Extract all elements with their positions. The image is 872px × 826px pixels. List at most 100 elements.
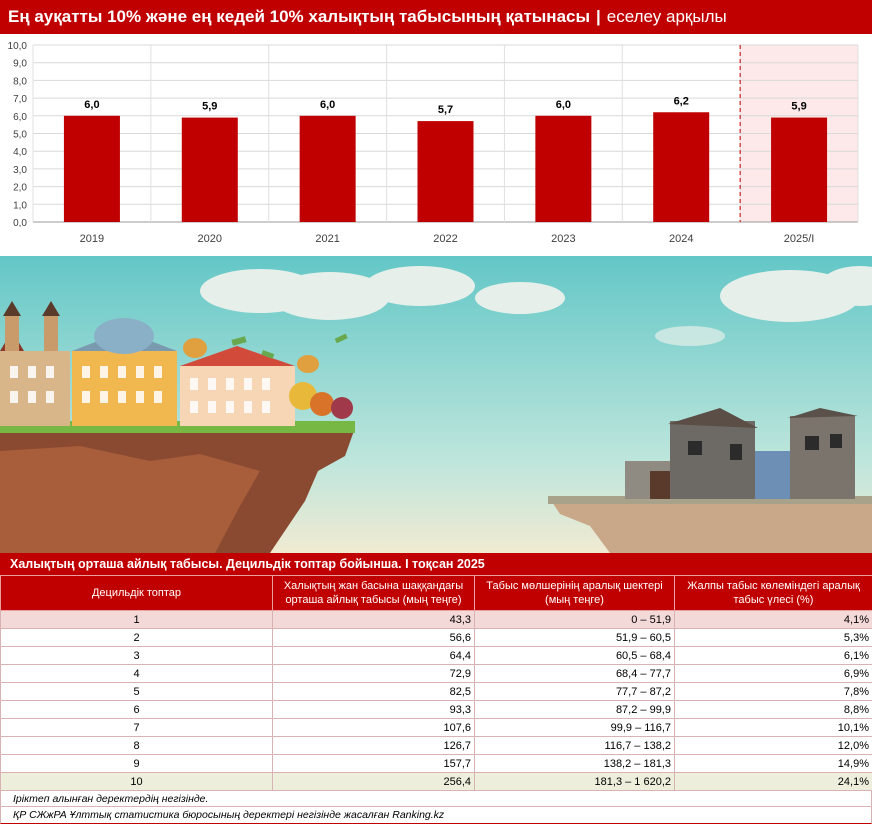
average-income-cell: 93,3: [272, 700, 475, 719]
bar-value-label: 6,0: [84, 99, 99, 111]
y-tick-label: 8,0: [13, 76, 27, 87]
table-row: 7 107,6 99,9 – 116,7 10,1%: [0, 718, 872, 737]
bar-value-label: 5,9: [791, 101, 806, 113]
x-tick-label: 2020: [198, 233, 222, 245]
decile-cell: 10: [0, 772, 273, 791]
bar-value-label: 6,0: [320, 99, 335, 111]
table-row: 4 72,9 68,4 – 77,7 6,9%: [0, 664, 872, 683]
decile-cell: 8: [0, 736, 273, 755]
average-income-cell: 126,7: [272, 736, 475, 755]
income-range-cell: 116,7 – 138,2: [474, 736, 675, 755]
y-tick-label: 6,0: [13, 112, 27, 123]
average-income-cell: 56,6: [272, 628, 475, 647]
x-tick-label: 2023: [551, 233, 575, 245]
bar: [653, 112, 710, 222]
decile-income-table: Децильдік топтар Халықтың жан басына шақ…: [0, 575, 872, 791]
bar-value-label: 6,2: [674, 95, 689, 107]
y-tick-label: 0,0: [13, 218, 27, 229]
table-row: 1 43,3 0 – 51,9 4,1%: [0, 610, 872, 629]
income-gap-illustration: [0, 256, 872, 553]
x-tick-label: 2022: [433, 233, 457, 245]
header-decile-groups: Децильдік топтар: [0, 575, 273, 611]
income-share-cell: 7,8%: [674, 682, 872, 701]
income-range-cell: 68,4 – 77,7: [474, 664, 675, 683]
chart-subtitle: еселеу арқылы: [606, 7, 727, 26]
income-share-cell: 6,9%: [674, 664, 872, 683]
table-row: 2 56,6 51,9 – 60,5 5,3%: [0, 628, 872, 647]
table-row: 8 126,7 116,7 – 138,2 12,0%: [0, 736, 872, 755]
table-row: 9 157,7 138,2 – 181,3 14,9%: [0, 754, 872, 773]
cloud-icon: [200, 266, 872, 346]
table-title: Халықтың орташа айлық табысы. Децильдік …: [0, 553, 872, 575]
bar-chart: 0,0 1,0 2,0 3,0 4,0 5,0 6,0 7,0 8,0 9,0 10,0 6,0 201…: [8, 41, 859, 245]
table-row: 10 256,4 181,3 – 1 620,2 24,1%: [0, 772, 872, 791]
table-note: Іріктеп алынған деректердің негізінде.: [0, 791, 872, 807]
bar: [299, 115, 356, 222]
decile-cell: 6: [0, 700, 273, 719]
x-tick-label: 2025/I: [784, 233, 815, 245]
x-tick-label: 2019: [80, 233, 104, 245]
decile-cell: 1: [0, 610, 273, 629]
average-income-cell: 43,3: [272, 610, 475, 629]
title-separator: |: [596, 7, 601, 26]
y-tick-label: 5,0: [13, 130, 27, 141]
average-income-cell: 107,6: [272, 718, 475, 737]
income-share-cell: 4,1%: [674, 610, 872, 629]
bar: [535, 115, 592, 222]
bar-value-label: 5,9: [202, 101, 217, 113]
income-share-cell: 12,0%: [674, 736, 872, 755]
bar: [771, 117, 828, 222]
decile-cell: 3: [0, 646, 273, 665]
y-tick-label: 10,0: [8, 41, 28, 52]
income-range-cell: 77,7 – 87,2: [474, 682, 675, 701]
income-range-cell: 87,2 – 99,9: [474, 700, 675, 719]
header-bar: Ең ауқатты 10% және ең кедей 10% халықты…: [0, 0, 872, 34]
bar-value-label: 5,7: [438, 104, 453, 116]
average-income-cell: 82,5: [272, 682, 475, 701]
decile-cell: 2: [0, 628, 273, 647]
table-row: 3 64,4 60,5 – 68,4 6,1%: [0, 646, 872, 665]
income-range-cell: 99,9 – 116,7: [474, 718, 675, 737]
chart-title: Ең ауқатты 10% және ең кедей 10% халықты…: [8, 7, 590, 26]
source-note: ҚР СЖжРА Ұлттық статистика бюросының дер…: [0, 807, 872, 824]
poor-shacks-on-cliff-icon: [548, 408, 872, 553]
header-average-income: Халықтың жан басына шаққандағы орташа ай…: [272, 575, 475, 611]
header-income-share: Жалпы табыс көлеміндегі аралық табыс үле…: [674, 575, 872, 611]
income-share-cell: 5,3%: [674, 628, 872, 647]
y-tick-label: 9,0: [13, 59, 27, 70]
bar-value-label: 6,0: [556, 99, 571, 111]
y-tick-label: 7,0: [13, 94, 27, 105]
income-range-cell: 181,3 – 1 620,2: [474, 772, 675, 791]
income-share-cell: 10,1%: [674, 718, 872, 737]
average-income-cell: 256,4: [272, 772, 475, 791]
income-share-cell: 8,8%: [674, 700, 872, 719]
average-income-cell: 64,4: [272, 646, 475, 665]
decile-income-table-section: Халықтың орташа айлық табысы. Децильдік …: [0, 553, 872, 824]
average-income-cell: 72,9: [272, 664, 475, 683]
income-range-cell: 51,9 – 60,5: [474, 628, 675, 647]
decile-cell: 4: [0, 664, 273, 683]
table-row: 6 93,3 87,2 – 99,9 8,8%: [0, 700, 872, 719]
y-tick-label: 1,0: [13, 200, 27, 211]
x-tick-label: 2024: [669, 233, 693, 245]
table-row: 5 82,5 77,7 – 87,2 7,8%: [0, 682, 872, 701]
x-tick-label: 2021: [315, 233, 339, 245]
decile-cell: 9: [0, 754, 273, 773]
average-income-cell: 157,7: [272, 754, 475, 773]
bar: [181, 117, 238, 222]
header-income-range: Табыс мөлшерінің аралық шектері (мың тең…: [474, 575, 675, 611]
money-bag-icon: [183, 338, 207, 358]
income-share-cell: 24,1%: [674, 772, 872, 791]
decile-cell: 7: [0, 718, 273, 737]
y-tick-label: 4,0: [13, 147, 27, 158]
income-share-cell: 14,9%: [674, 754, 872, 773]
income-range-cell: 60,5 – 68,4: [474, 646, 675, 665]
bar: [417, 121, 474, 222]
bar: [63, 115, 120, 222]
income-range-cell: 138,2 – 181,3: [474, 754, 675, 773]
decile-cell: 5: [0, 682, 273, 701]
y-tick-label: 2,0: [13, 183, 27, 194]
income-range-cell: 0 – 51,9: [474, 610, 675, 629]
rich-city-on-cliff-icon: [0, 301, 355, 553]
income-share-cell: 6,1%: [674, 646, 872, 665]
